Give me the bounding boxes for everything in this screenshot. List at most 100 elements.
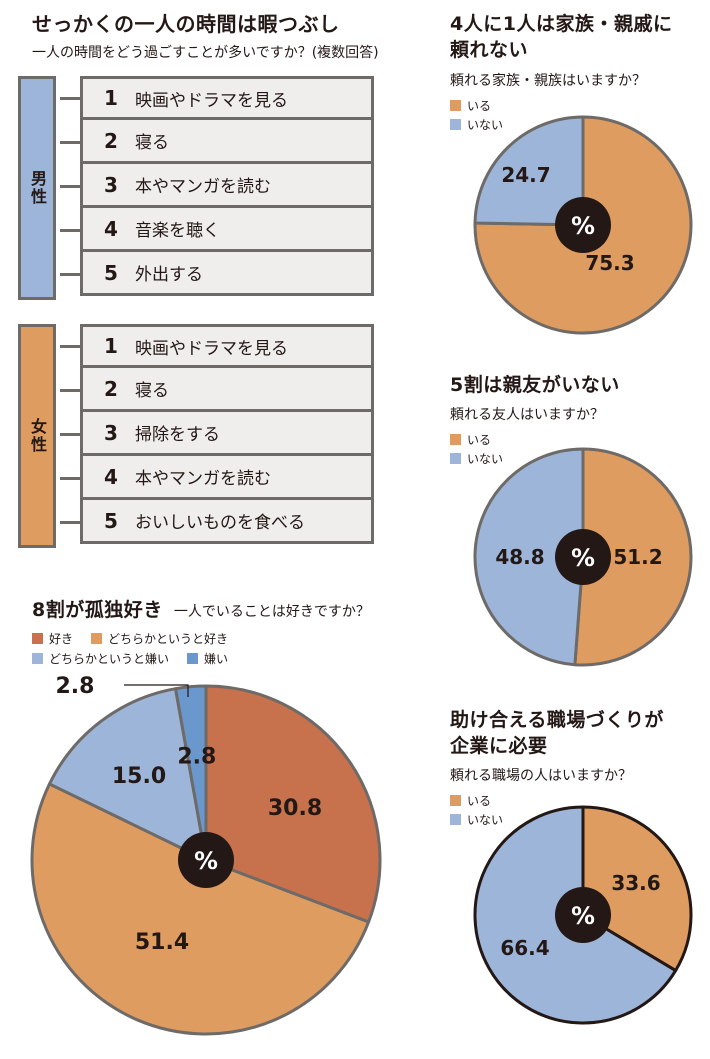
pie-slice — [204, 684, 382, 924]
pie-slice — [473, 447, 585, 667]
pie-slice — [573, 447, 693, 667]
ranking-row: 3 掃除をする — [80, 412, 374, 456]
legend-label: 好き — [49, 632, 74, 646]
data-label: 75.3 — [585, 251, 634, 275]
rank-text: 本やマンガを読む — [135, 469, 271, 489]
connector — [60, 229, 80, 232]
pie3-chart: % 51.2 48.8 — [473, 447, 693, 667]
connector — [60, 345, 80, 348]
leader-line — [124, 684, 189, 697]
rank-text: 掃除をする — [135, 425, 220, 445]
connector — [60, 141, 80, 144]
center-circle — [555, 529, 611, 585]
legend-label: どちらかというと好き — [108, 632, 229, 646]
male-tab: 男性 — [18, 76, 56, 300]
rank-text: 映画やドラマを見る — [135, 90, 288, 111]
center-circle — [555, 197, 611, 253]
legend-label: いない — [467, 452, 504, 466]
rank-number: 5 — [104, 260, 118, 285]
legend-label: いない — [467, 813, 504, 827]
rank-text: 映画やドラマを見る — [135, 338, 288, 359]
rank-number: 2 — [104, 376, 118, 401]
ranking-row: 3 本やマンガを読む — [80, 164, 374, 208]
data-label: 15.0 — [112, 764, 166, 789]
pie2-chart: % 75.3 24.7 — [473, 115, 693, 335]
pie-slice — [473, 115, 585, 227]
percent-label: % — [571, 544, 595, 572]
pie-slice — [30, 782, 371, 1036]
pie1-header: 8割が孤独好き 一人でいることは好きですか？ — [32, 598, 370, 622]
pie-slice — [48, 687, 208, 862]
legend-swatch — [450, 100, 461, 111]
female-label: 女性 — [28, 418, 47, 454]
legend-label: いる — [467, 433, 492, 447]
center-circle — [178, 832, 234, 888]
ranking-row: 5 外出する — [80, 252, 374, 296]
pie1-legend-row2: どちらかというと嫌い 嫌い — [32, 650, 228, 667]
legend-label: いない — [467, 118, 504, 132]
pie3-title: 5割は親友がいない — [450, 374, 620, 396]
pie2-title-line1: 4人に1人は家族・親戚に — [450, 13, 673, 35]
pie1-title: 8割が孤独好き — [32, 599, 163, 621]
female-tab: 女性 — [18, 324, 56, 548]
connector — [60, 521, 80, 524]
rank-number: 1 — [104, 86, 118, 110]
pie4-title-line2: 企業に必要 — [450, 735, 548, 757]
legend-swatch — [450, 453, 461, 464]
pie1-legend-row1: 好き どちらかというと好き — [32, 630, 228, 647]
male-label: 男性 — [28, 170, 47, 206]
percent-label: % — [571, 902, 595, 930]
legend-swatch — [32, 653, 43, 664]
pie1-subtitle: 一人でいることは好きですか？ — [173, 604, 370, 620]
ranking-row: 4 音楽を聴く — [80, 208, 374, 252]
legend-swatch — [91, 633, 103, 644]
rank-text: 音楽を聴く — [135, 221, 220, 241]
data-label: 2.8 — [177, 745, 216, 770]
legend-swatch — [450, 434, 461, 445]
ranking-row: 1 映画やドラマを見る — [80, 324, 374, 368]
male-ranking-list: 1 映画やドラマを見る 2 寝る 3 本やマンガを読む 4 音楽を聴く 5 外出する — [80, 76, 374, 296]
rank-number: 4 — [104, 464, 118, 489]
female-ranking-list: 1 映画やドラマを見る 2 寝る 3 掃除をする 4 本やマンガを読む 5 おいしいものを… — [80, 324, 374, 544]
rank-number: 4 — [104, 216, 118, 241]
pie3-subtitle: 頼れる友人はいますか？ — [450, 407, 604, 423]
data-label: 24.7 — [501, 163, 550, 187]
legend-label: どちらかというと嫌い — [49, 652, 170, 666]
ranking-title: せっかくの一人の時間は暇つぶし — [32, 12, 340, 36]
legend-label: いる — [467, 99, 492, 113]
legend-swatch — [450, 814, 461, 825]
pie4-legend-item: いない — [450, 811, 503, 828]
data-label: 66.4 — [500, 936, 549, 960]
data-label: 30.8 — [268, 796, 322, 821]
rank-number: 5 — [104, 508, 118, 533]
pie1-chart: % 30.8 51.4 15.0 2.8 2.8 — [30, 674, 382, 1036]
rank-text: 外出する — [135, 265, 203, 285]
pie4-legend-item: いる — [450, 792, 491, 809]
pie2-legend-item: いない — [450, 116, 503, 133]
connector — [60, 389, 80, 392]
rank-number: 1 — [104, 334, 118, 358]
legend-label: いる — [467, 794, 492, 808]
pie4-chart: % 33.6 66.4 — [473, 805, 693, 1025]
ranking-row: 5 おいしいものを食べる — [80, 500, 374, 544]
connector — [60, 433, 80, 436]
ranking-row: 1 映画やドラマを見る — [80, 76, 374, 120]
connector — [60, 477, 80, 480]
data-label: 48.8 — [495, 545, 544, 569]
pie3-legend-item: いない — [450, 450, 503, 467]
rank-text: 寝る — [135, 133, 169, 153]
center-circle — [555, 887, 611, 943]
percent-label: % — [571, 212, 595, 240]
rank-text: 本やマンガを読む — [135, 177, 271, 197]
rank-number: 3 — [104, 420, 118, 445]
connector — [60, 273, 80, 276]
rank-number: 2 — [104, 128, 118, 153]
legend-swatch — [187, 653, 199, 664]
data-label: 33.6 — [611, 871, 660, 895]
legend-label: 嫌い — [204, 652, 229, 666]
percent-label: % — [194, 847, 218, 875]
pie-slice — [174, 684, 208, 862]
data-label: 51.2 — [613, 545, 662, 569]
pie2-title-line2: 頼れない — [450, 39, 529, 61]
legend-swatch — [450, 795, 461, 806]
